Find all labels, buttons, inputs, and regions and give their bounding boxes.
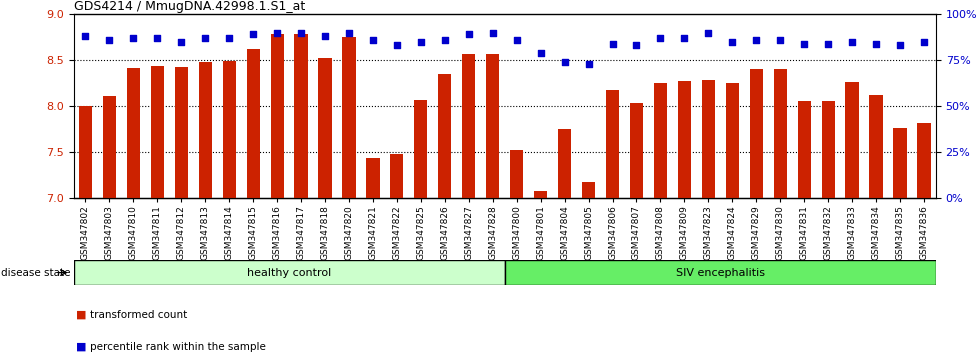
Point <box>125 35 141 41</box>
Point <box>628 42 644 48</box>
Bar <box>199 62 212 198</box>
Point <box>437 37 453 43</box>
Bar <box>558 129 571 198</box>
Bar <box>917 123 930 198</box>
Bar <box>869 95 883 198</box>
Point <box>366 37 381 43</box>
Point <box>868 41 884 46</box>
Point <box>293 30 309 35</box>
Point <box>341 30 357 35</box>
Bar <box>894 128 906 198</box>
Point <box>916 39 932 45</box>
Bar <box>126 68 140 198</box>
Point <box>749 37 764 43</box>
Text: transformed count: transformed count <box>90 310 187 320</box>
Bar <box>463 54 475 198</box>
Point <box>653 35 668 41</box>
Bar <box>798 101 810 198</box>
Text: disease state: disease state <box>1 268 71 278</box>
Point <box>270 30 285 35</box>
Bar <box>367 158 379 198</box>
Bar <box>151 66 164 198</box>
Bar <box>103 96 116 198</box>
Point <box>197 35 213 41</box>
Text: GDS4214 / MmugDNA.42998.1.S1_at: GDS4214 / MmugDNA.42998.1.S1_at <box>74 0 305 13</box>
Bar <box>438 74 452 198</box>
Bar <box>630 103 643 198</box>
Point <box>221 35 237 41</box>
Point <box>676 35 692 41</box>
Bar <box>486 54 499 198</box>
Bar <box>821 101 835 198</box>
Bar <box>510 150 523 198</box>
Point <box>413 39 428 45</box>
Point <box>533 50 549 56</box>
Point <box>581 61 597 67</box>
Bar <box>222 61 236 198</box>
Bar <box>606 90 619 198</box>
Bar <box>294 34 308 198</box>
Point <box>150 35 166 41</box>
Point <box>389 42 405 48</box>
Bar <box>678 81 691 198</box>
Bar <box>270 34 283 198</box>
Point <box>461 32 476 37</box>
Point <box>797 41 812 46</box>
Point <box>557 59 572 65</box>
Point <box>318 33 333 39</box>
Bar <box>702 80 714 198</box>
Point <box>772 37 788 43</box>
Bar <box>773 69 787 198</box>
Point <box>77 33 93 39</box>
Text: ■: ■ <box>76 342 87 352</box>
Point <box>892 42 907 48</box>
Point <box>485 30 501 35</box>
Point <box>701 30 716 35</box>
Bar <box>247 49 260 198</box>
Bar <box>415 100 427 198</box>
Bar <box>750 69 762 198</box>
Point <box>102 37 118 43</box>
Bar <box>534 191 547 198</box>
Bar <box>342 37 356 198</box>
Bar <box>78 106 92 198</box>
Bar <box>725 83 739 198</box>
Bar <box>174 67 188 198</box>
Point <box>844 39 859 45</box>
Point <box>509 37 524 43</box>
Text: ■: ■ <box>76 310 87 320</box>
Bar <box>846 82 858 198</box>
Point <box>245 32 261 37</box>
Bar <box>654 83 667 198</box>
Bar <box>505 260 936 285</box>
Text: SIV encephalitis: SIV encephalitis <box>676 268 764 278</box>
Text: healthy control: healthy control <box>247 268 331 278</box>
Bar <box>582 182 595 198</box>
Bar <box>390 154 404 198</box>
Point <box>173 39 189 45</box>
Bar <box>318 58 331 198</box>
Text: percentile rank within the sample: percentile rank within the sample <box>90 342 266 352</box>
Point <box>820 41 836 46</box>
Bar <box>74 260 505 285</box>
Point <box>724 39 740 45</box>
Point <box>605 41 620 46</box>
